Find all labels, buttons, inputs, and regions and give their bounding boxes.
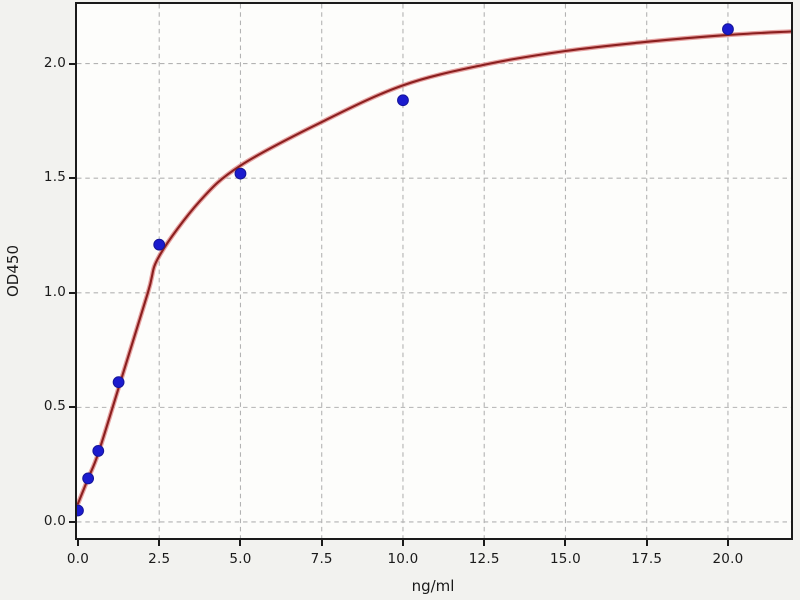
data-point — [112, 376, 125, 389]
x-tick-label: 17.5 — [631, 551, 663, 567]
x-axis-label: ng/ml — [411, 577, 455, 595]
grid-layer — [77, 4, 791, 538]
curve-layer — [77, 29, 791, 506]
x-tick-mark — [320, 540, 323, 546]
data-point — [234, 167, 247, 180]
x-tick-mark — [726, 540, 729, 546]
x-tick-mark — [483, 540, 486, 546]
x-tick-mark — [645, 540, 648, 546]
y-axis-label: OD450 — [4, 245, 22, 297]
plot-canvas — [77, 4, 791, 538]
data-point — [722, 23, 734, 36]
x-tick-mark — [76, 540, 79, 546]
fit-curve-glow — [77, 29, 791, 506]
y-tick-label: 1.0 — [43, 283, 66, 300]
y-tick-mark — [69, 291, 75, 294]
x-tick-mark — [158, 540, 161, 546]
y-tick-label: 0.0 — [43, 512, 66, 529]
data-point — [153, 238, 166, 251]
y-tick-mark — [69, 520, 75, 523]
y-tick-label: 2.0 — [43, 54, 66, 71]
plot-area — [77, 4, 791, 538]
y-tick-label: 1.5 — [43, 169, 66, 186]
x-tick-label: 10.0 — [387, 551, 419, 567]
x-tick-mark — [564, 540, 567, 546]
x-tick-mark — [401, 540, 404, 546]
x-tick-label: 15.0 — [550, 551, 581, 567]
y-tick-mark — [69, 177, 75, 180]
fit-curve — [77, 30, 791, 505]
x-tick-mark — [239, 540, 242, 546]
x-tick-label: 20.0 — [712, 551, 744, 567]
x-tick-label: 12.5 — [468, 551, 500, 567]
x-tick-label: 7.5 — [310, 551, 333, 567]
y-tick-label: 0.5 — [43, 398, 66, 415]
data-point — [92, 445, 105, 457]
points-layer — [77, 23, 734, 517]
data-point — [397, 94, 409, 107]
data-point — [82, 472, 95, 485]
x-tick-label: 0.0 — [66, 551, 89, 567]
data-point — [77, 504, 84, 517]
x-tick-label: 5.0 — [229, 551, 252, 567]
x-tick-label: 2.5 — [148, 551, 171, 567]
y-tick-mark — [69, 62, 75, 65]
y-tick-mark — [69, 406, 75, 409]
